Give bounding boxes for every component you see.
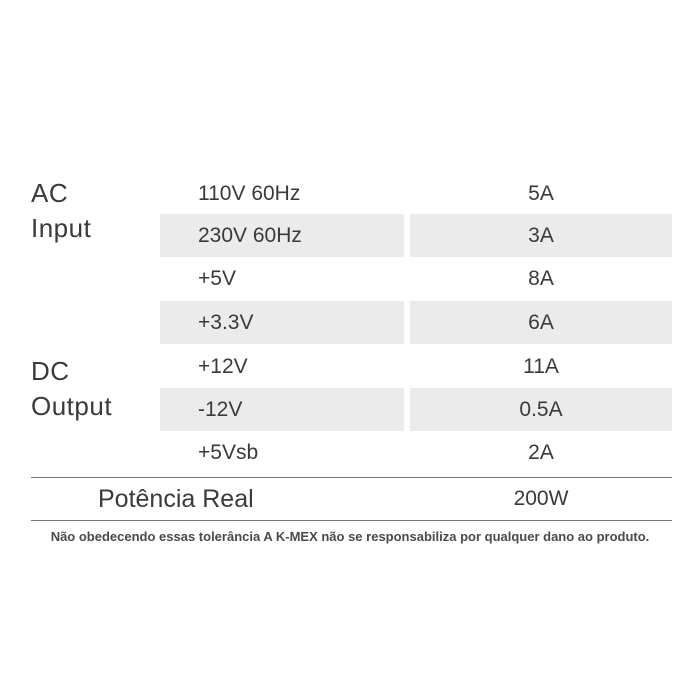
table-row-value: 8A: [528, 267, 554, 290]
table-row-value: 2A: [528, 441, 554, 464]
table-row-value: 6A: [528, 311, 554, 334]
divider: [31, 477, 672, 478]
table-row-label: +5V: [198, 267, 236, 290]
disclaimer-text: Não obedecendo essas tolerância A K-MEX …: [50, 529, 650, 544]
table-row-label: 110V 60Hz: [198, 182, 301, 205]
row-shade: [410, 388, 672, 431]
table-row-label: +3.3V: [198, 311, 254, 334]
ac-label-line2: Input: [31, 213, 92, 243]
dc-output-group-label: DC Output: [31, 354, 112, 424]
dc-label-line2: Output: [31, 391, 113, 421]
table-row-label: +12V: [198, 355, 248, 378]
table-row-value: 5A: [528, 182, 554, 205]
row-shade: [160, 214, 404, 257]
table-row-value: 0.5A: [519, 398, 563, 421]
row-shade: [410, 301, 672, 344]
table-row-value: 3A: [528, 224, 554, 247]
row-shade: [160, 301, 404, 344]
table-row-label: +5Vsb: [198, 441, 259, 464]
total-label: Potência Real: [98, 485, 254, 513]
row-shade: [160, 388, 404, 431]
ac-input-group-label: AC Input: [31, 176, 91, 246]
ac-label-line1: AC: [31, 178, 69, 208]
dc-label-line1: DC: [31, 356, 70, 386]
table-row-label: -12V: [198, 398, 243, 421]
table-row-label: 230V 60Hz: [198, 224, 302, 247]
divider: [31, 520, 672, 521]
row-shade: [410, 214, 672, 257]
total-value: 200W: [513, 487, 569, 510]
table-row-value: 11A: [523, 355, 559, 378]
